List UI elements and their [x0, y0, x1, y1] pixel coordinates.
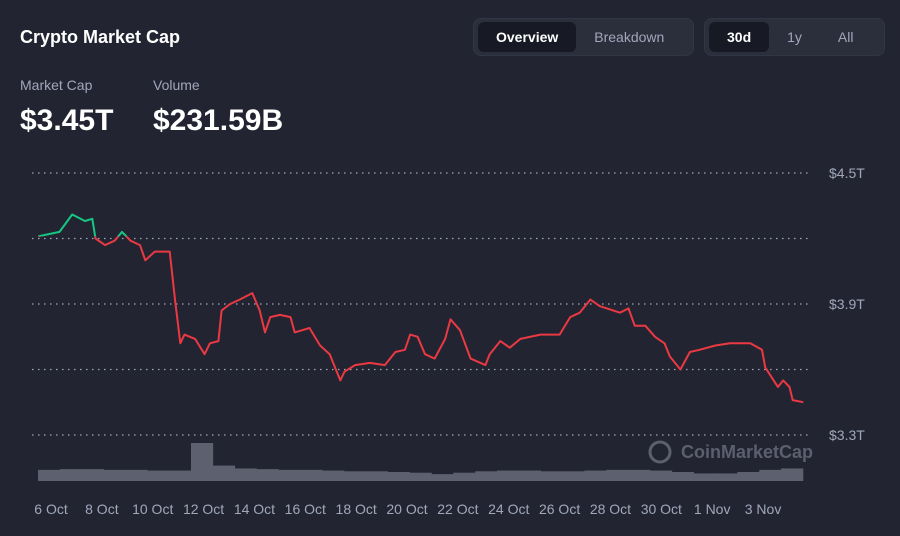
market-cap-line-down [38, 236, 804, 404]
market-cap-label: Market Cap [20, 77, 93, 93]
x-tick-label: 30 Oct [641, 501, 682, 517]
volume-bar [671, 472, 695, 481]
y-tick-label: $3.3T [829, 427, 865, 443]
volume-bar [584, 470, 607, 481]
volume-bar [125, 469, 148, 481]
volume-bar [497, 470, 520, 481]
volume-bar [300, 469, 323, 481]
range-30d[interactable]: 30d [709, 22, 770, 52]
coinmarketcap-logo-icon [648, 440, 672, 464]
volume-bar [387, 472, 410, 481]
volume-bar [606, 469, 629, 481]
x-tick-label: 3 Nov [745, 501, 782, 517]
volume-bar [322, 470, 345, 481]
volume-bar [256, 469, 279, 481]
volume-bar [81, 469, 104, 481]
x-tick-label: 10 Oct [132, 501, 173, 517]
x-tick-label: 8 Oct [85, 501, 119, 517]
x-tick-label: 20 Oct [386, 501, 427, 517]
x-tick-label: 22 Oct [437, 501, 478, 517]
volume-bar [103, 469, 126, 481]
volume-label: Volume [153, 77, 200, 93]
x-tick-label: 6 Oct [34, 501, 68, 517]
tab-overview[interactable]: Overview [478, 22, 577, 52]
x-tick-label: 24 Oct [488, 501, 529, 517]
volume-bar [344, 471, 367, 481]
volume-bar [475, 471, 498, 481]
volume-bar [38, 469, 61, 481]
range-toggle: 30d 1y All [704, 18, 885, 56]
volume-bar [59, 469, 83, 481]
page-title: Crypto Market Cap [20, 27, 181, 47]
x-tick-label: 12 Oct [183, 501, 224, 517]
x-tick-label: 16 Oct [285, 501, 326, 517]
market-cap-value: $3.45T [20, 104, 114, 137]
volume-bar [715, 473, 738, 481]
volume-bar [628, 469, 651, 481]
volume-bar [650, 470, 673, 481]
x-tick-label: 28 Oct [590, 501, 631, 517]
x-tick-label: 1 Nov [694, 501, 731, 517]
volume-bar [191, 443, 214, 481]
volume-bar [781, 468, 804, 481]
volume-bar [212, 465, 236, 481]
range-all[interactable]: All [837, 29, 854, 45]
volume-bar [169, 470, 192, 481]
volume-bar [562, 471, 585, 481]
tab-breakdown[interactable]: Breakdown [594, 29, 665, 45]
volume-value: $231.59B [153, 104, 284, 137]
volume-bar [365, 471, 389, 481]
view-toggle: Overview Breakdown [473, 18, 694, 56]
volume-bar [453, 472, 476, 481]
volume-bar [693, 473, 716, 481]
y-tick-label: $3.9T [829, 296, 865, 312]
volume-bar [431, 474, 454, 481]
volume-bar [409, 472, 432, 481]
volume-bar [759, 469, 782, 481]
x-tick-label: 18 Oct [336, 501, 377, 517]
volume-bar [234, 468, 257, 481]
market-cap-line-up [38, 213, 128, 237]
x-tick-label: 26 Oct [539, 501, 580, 517]
volume-bar [278, 469, 301, 481]
volume-bar [147, 470, 170, 481]
volume-bar [518, 470, 542, 481]
x-tick-label: 14 Oct [234, 501, 275, 517]
y-tick-label: $4.5T [829, 165, 865, 181]
watermark-text: CoinMarketCap [681, 442, 813, 462]
volume-bar [540, 471, 563, 481]
volume-bar [737, 472, 760, 481]
watermark: CoinMarketCap [648, 440, 813, 464]
range-1y[interactable]: 1y [787, 29, 802, 45]
